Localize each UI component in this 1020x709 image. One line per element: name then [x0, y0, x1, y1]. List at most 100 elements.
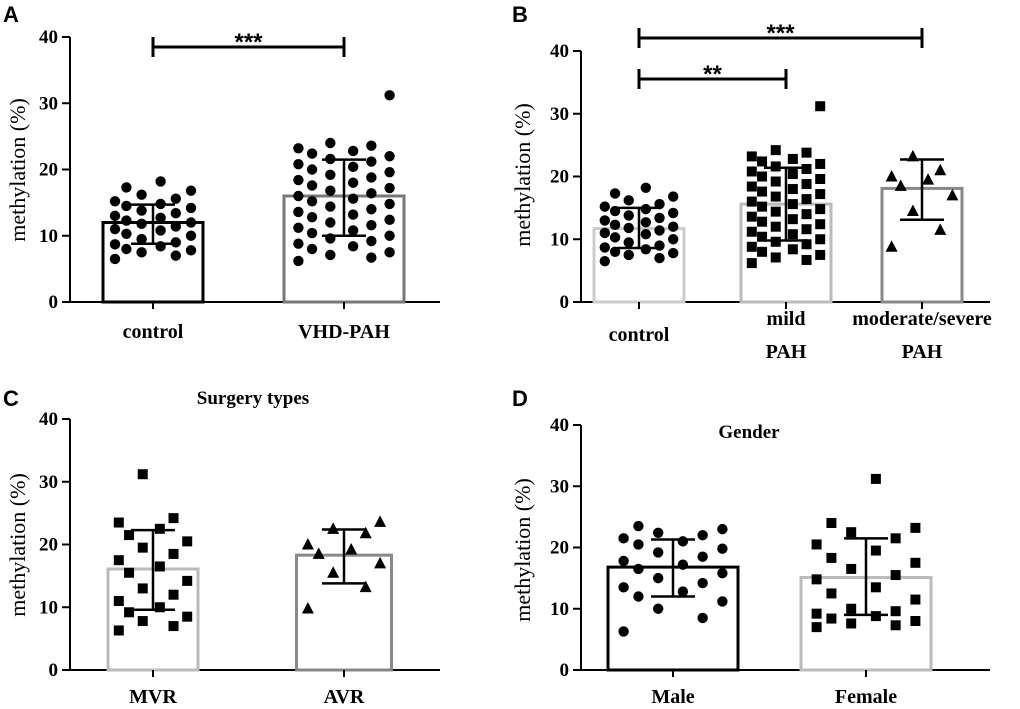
data-point — [633, 539, 644, 550]
data-point — [137, 469, 148, 480]
data-point — [154, 561, 165, 572]
data-point — [155, 176, 166, 187]
y-tick-label: 10 — [550, 229, 569, 250]
data-point — [668, 207, 679, 219]
data-point — [640, 217, 652, 228]
data-point — [609, 188, 621, 199]
y-tick-label: 30 — [39, 472, 58, 493]
data-point — [293, 222, 304, 233]
x-tick-label-line: moderate/severe — [852, 308, 992, 330]
x-tick-label: AVR — [324, 686, 365, 708]
data-point — [109, 223, 121, 235]
data-point — [770, 252, 781, 263]
data-point — [640, 182, 652, 193]
data-point — [113, 625, 124, 636]
data-point — [109, 253, 121, 265]
y-tick-label: 20 — [39, 535, 58, 556]
data-point — [668, 247, 679, 259]
x-tick-label: MVR — [129, 686, 177, 708]
data-point — [347, 225, 359, 236]
data-point — [640, 203, 652, 215]
data-point — [697, 530, 708, 541]
significance-label: ** — [703, 61, 722, 88]
data-point — [113, 595, 124, 606]
data-point — [815, 234, 826, 245]
data-point — [185, 185, 197, 196]
data-point — [654, 212, 665, 224]
data-point — [136, 247, 147, 258]
data-point — [801, 224, 812, 235]
data-point — [717, 543, 728, 554]
data-point — [801, 163, 812, 174]
data-point — [770, 206, 781, 217]
data-point — [384, 90, 395, 101]
data-point — [136, 218, 147, 230]
data-point — [366, 219, 377, 231]
panel-letter-b: B — [512, 2, 528, 27]
data-point — [787, 153, 798, 164]
y-tick-label: 40 — [39, 409, 58, 430]
y-tick-label: 30 — [550, 104, 569, 125]
data-point — [136, 189, 147, 200]
data-point — [890, 533, 901, 544]
panel-letter-a: A — [3, 2, 19, 27]
data-point — [155, 212, 166, 224]
y-tick-label: 20 — [550, 167, 569, 188]
x-tick-label-line: PAH — [902, 341, 943, 363]
data-point — [121, 215, 132, 226]
data-point — [293, 159, 304, 170]
data-point — [312, 547, 325, 559]
data-point — [757, 246, 768, 257]
panel-letter-c: C — [3, 386, 19, 411]
data-point — [770, 221, 781, 232]
data-point — [306, 164, 318, 175]
data-point — [168, 589, 179, 600]
data-point — [301, 602, 314, 614]
data-point — [811, 608, 822, 619]
data-point — [366, 235, 377, 247]
data-point — [910, 557, 921, 568]
data-point — [787, 229, 798, 240]
data-point — [746, 241, 757, 252]
data-point — [870, 473, 881, 484]
data-point — [746, 151, 757, 162]
y-tick-label: 30 — [550, 476, 569, 497]
data-point — [155, 225, 166, 236]
data-point — [894, 179, 907, 191]
data-point — [677, 586, 689, 597]
data-point — [170, 193, 181, 204]
data-point — [293, 143, 304, 154]
data-point — [787, 214, 798, 225]
data-point — [618, 533, 629, 544]
data-point — [185, 230, 197, 241]
y-axis-label: methylation (%) — [510, 478, 535, 622]
data-point — [697, 577, 708, 589]
x-tick-label: control — [123, 321, 184, 343]
data-point — [801, 209, 812, 220]
data-point — [306, 196, 318, 207]
data-point — [677, 536, 689, 547]
data-point — [109, 210, 121, 222]
data-point — [170, 208, 181, 219]
x-tick-label-line: mild — [767, 308, 806, 330]
data-point — [826, 588, 837, 599]
x-tick-label: Male — [651, 686, 694, 708]
x-tick-label-line: control — [609, 324, 670, 346]
data-point — [640, 244, 652, 255]
data-point — [121, 243, 132, 255]
data-point — [801, 179, 812, 190]
y-tick-label: 40 — [550, 415, 569, 436]
data-point — [757, 201, 768, 212]
data-point — [910, 594, 921, 605]
data-point — [347, 193, 359, 204]
data-point — [599, 215, 610, 226]
data-point — [787, 199, 798, 210]
data-point — [347, 177, 359, 188]
data-point — [890, 606, 901, 617]
data-point — [815, 189, 826, 200]
data-point — [113, 555, 124, 566]
data-point — [374, 515, 387, 527]
data-point — [697, 612, 708, 624]
chart-title: Gender — [718, 422, 780, 443]
